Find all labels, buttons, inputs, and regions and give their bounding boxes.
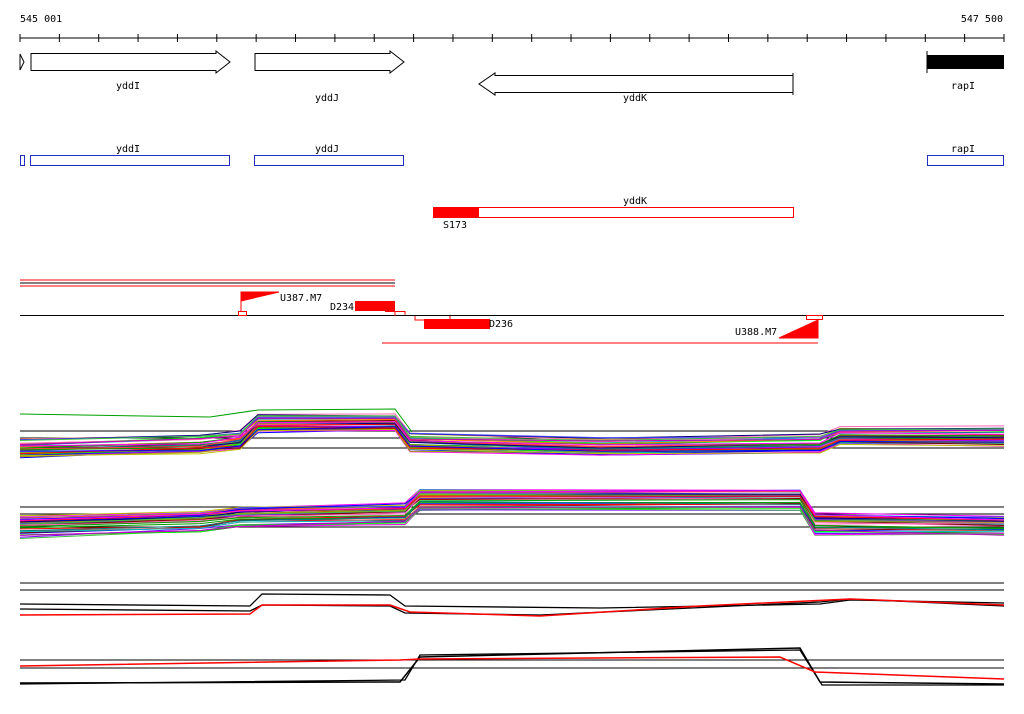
- gene-arrow-yddI[interactable]: [30, 49, 231, 75]
- expression-profile-line: [19, 490, 1005, 521]
- probe-label-D236: D236: [489, 319, 513, 330]
- feature-label-yddK: yddK: [623, 196, 647, 207]
- cds-box-yddJ[interactable]: [254, 155, 404, 166]
- expression-profile-line: [19, 408, 413, 433]
- gene-arrow-yddK[interactable]: [478, 72, 794, 96]
- gene-arrow-partial[interactable]: [19, 53, 25, 71]
- probe-label-U387: U387.M7: [280, 293, 322, 304]
- gene-track: yddI yddJ yddK rapI: [19, 49, 1004, 104]
- expression-profile-line: [19, 506, 1005, 536]
- summary-line-red: [19, 598, 1005, 617]
- expression-panel-1: [19, 408, 1005, 459]
- expression-profile-line: [19, 428, 1005, 457]
- coordinate-ruler: [19, 34, 1005, 42]
- expression-panel-2: [19, 488, 1005, 539]
- probe-block-D236[interactable]: [424, 319, 490, 329]
- probe-label-U388: U388.M7: [735, 327, 777, 338]
- cds-label-yddJ: yddJ: [315, 144, 339, 155]
- end-coordinate: 547 500: [961, 14, 1003, 25]
- terminator-U387[interactable]: [240, 291, 280, 311]
- feature-marker-label: S173: [443, 220, 467, 231]
- expression-profile-line: [19, 417, 1005, 446]
- start-coordinate: 545 001: [20, 14, 62, 25]
- expression-profile-line: [19, 488, 1005, 517]
- gene-block-rapI[interactable]: [927, 55, 1004, 69]
- terminator-U388[interactable]: [778, 319, 819, 339]
- feature-track: yddK S173: [433, 196, 794, 231]
- cds-label-rapI: rapI: [951, 144, 975, 155]
- probe-label-D234: D234: [330, 302, 354, 313]
- expression-profile-line: [19, 415, 1005, 442]
- gene-arrow-yddJ[interactable]: [254, 49, 405, 75]
- feature-marker-S173[interactable]: [433, 207, 479, 218]
- gene-label-yddJ: yddJ: [315, 93, 339, 104]
- summary-panel-1: [19, 582, 1005, 617]
- gene-label-rapI: rapI: [951, 81, 975, 92]
- expression-profile-line: [19, 421, 1005, 447]
- cds-label-yddI: yddI: [116, 144, 140, 155]
- expression-profile-line: [19, 499, 1005, 530]
- summary-panel-2: [19, 647, 1005, 686]
- cds-track: yddI yddJ rapI: [20, 144, 1004, 166]
- summary-line-black: [19, 649, 1004, 686]
- expression-profile-line: [19, 429, 1005, 457]
- expression-profile-line: [19, 506, 1005, 536]
- expression-profile-line: [19, 422, 1005, 449]
- cds-box-rapI[interactable]: [927, 155, 1004, 166]
- expression-profile-line: [19, 426, 1005, 452]
- summary-line-red: [19, 656, 1005, 680]
- feature-box-yddK[interactable]: [433, 207, 794, 218]
- probe-block-D234[interactable]: [355, 301, 395, 311]
- summary-line-black: [19, 593, 1005, 609]
- gene-label-yddI: yddI: [116, 81, 140, 92]
- gene-label-yddK: yddK: [623, 93, 647, 104]
- expression-profile-line: [19, 425, 1005, 455]
- expression-profile-line: [19, 500, 1005, 532]
- probe-track: U387.M7 D234 D236 U388.M7: [20, 279, 1004, 344]
- cds-box-partial[interactable]: [20, 155, 25, 166]
- cds-box-yddI[interactable]: [30, 155, 230, 166]
